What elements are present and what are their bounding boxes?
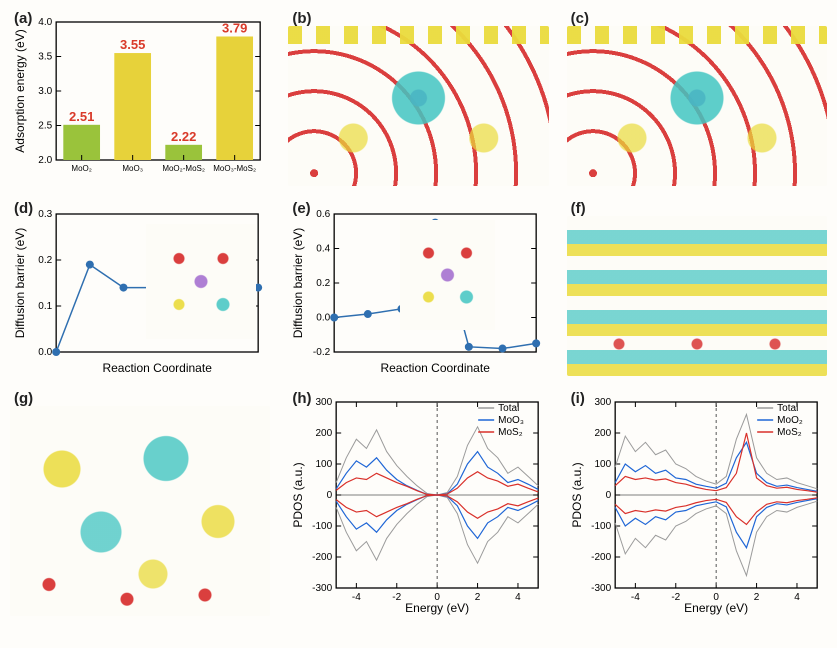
panel-b: (b) [286, 8, 550, 188]
svg-text:PDOS (a.u.): PDOS (a.u.) [570, 462, 584, 527]
panel-label-e: (e) [292, 200, 310, 217]
svg-text:Energy (eV): Energy (eV) [684, 601, 748, 615]
svg-text:Reaction Coordinate: Reaction Coordinate [102, 361, 212, 375]
panel-label-g: (g) [14, 390, 33, 407]
svg-text:-200: -200 [591, 552, 611, 563]
svg-text:0.0: 0.0 [317, 313, 331, 324]
panel-e: (e) -0.2 0.0 0.2 0.4 0.6 Reaction Coordinate D… [286, 198, 550, 378]
svg-text:200: 200 [594, 428, 611, 439]
panel-c: (c) [565, 8, 829, 188]
svg-text:100: 100 [594, 459, 611, 470]
panel-g: (g) [8, 388, 272, 618]
svg-text:0.0: 0.0 [38, 347, 52, 358]
panel-label-i: (i) [571, 390, 585, 407]
svg-text:MoS₂: MoS₂ [777, 427, 802, 438]
svg-text:2.22: 2.22 [171, 129, 196, 144]
panel-f: (f) [565, 198, 829, 378]
svg-text:3.5: 3.5 [38, 52, 52, 63]
svg-text:MoO₃: MoO₃ [498, 415, 524, 426]
svg-text:MoO₃-MoS₂: MoO₃-MoS₂ [213, 164, 256, 173]
svg-text:MoO₂: MoO₂ [777, 415, 803, 426]
panel-label-f: (f) [571, 200, 586, 217]
svg-text:-4: -4 [352, 592, 361, 603]
svg-text:3.0: 3.0 [38, 86, 52, 97]
svg-text:200: 200 [316, 428, 333, 439]
svg-text:MoO₃: MoO₃ [122, 164, 143, 173]
svg-text:2.0: 2.0 [38, 155, 52, 166]
svg-text:Adsorption energy (eV): Adsorption energy (eV) [13, 29, 27, 152]
svg-text:-300: -300 [591, 583, 611, 594]
svg-text:100: 100 [316, 459, 333, 470]
svg-text:0.6: 0.6 [317, 209, 331, 220]
svg-text:2: 2 [475, 592, 481, 603]
svg-text:0.3: 0.3 [38, 209, 52, 220]
svg-text:-100: -100 [591, 521, 611, 532]
dft-render-b [288, 26, 548, 186]
svg-text:-200: -200 [312, 552, 332, 563]
pdos-chart-h: -4-2024-300-200-1000100200300TotalMoO₃Mo… [286, 388, 550, 618]
svg-text:0.2: 0.2 [38, 255, 52, 266]
svg-text:0.2: 0.2 [317, 278, 331, 289]
panel-label-c: (c) [571, 10, 589, 27]
inset-structure-e [400, 220, 495, 330]
svg-text:Diffusion barrier (eV): Diffusion barrier (eV) [13, 228, 27, 338]
panel-d: (d) 0.0 0.1 0.2 0.3 Reaction Coordinate Diffu… [8, 198, 272, 378]
svg-text:-300: -300 [312, 583, 332, 594]
svg-text:-2: -2 [671, 592, 680, 603]
svg-text:MoS₂: MoS₂ [498, 427, 523, 438]
svg-text:PDOS (a.u.): PDOS (a.u.) [291, 462, 305, 527]
bar-chart-adsorption: 2.0 2.5 3.0 3.5 4.0 2.51 MoO₂ 3.55 MoO₃ 2.22 MoO₂-… [8, 8, 272, 188]
svg-text:Energy (eV): Energy (eV) [405, 601, 469, 615]
panel-label-d: (d) [14, 200, 33, 217]
svg-text:3.79: 3.79 [222, 20, 247, 35]
svg-text:-0.2: -0.2 [313, 347, 331, 358]
svg-text:0.1: 0.1 [38, 301, 52, 312]
svg-text:2.5: 2.5 [38, 121, 52, 132]
panel-label-b: (b) [292, 10, 311, 27]
figure-grid: (a) 2.0 2.5 3.0 3.5 4.0 2.51 MoO₂ 3.55 MoO₃ 2.22 M… [8, 8, 829, 618]
svg-text:-2: -2 [393, 592, 402, 603]
svg-text:MoO₂: MoO₂ [71, 164, 91, 173]
dft-render-c [567, 26, 827, 186]
svg-text:2: 2 [753, 592, 759, 603]
svg-text:Total: Total [777, 403, 798, 414]
svg-text:0.4: 0.4 [317, 244, 331, 255]
panel-a: (a) 2.0 2.5 3.0 3.5 4.0 2.51 MoO₂ 3.55 MoO₃ 2.22 M… [8, 8, 272, 188]
svg-text:Reaction Coordinate: Reaction Coordinate [381, 361, 491, 375]
svg-text:-4: -4 [631, 592, 640, 603]
svg-text:3.55: 3.55 [120, 37, 145, 52]
dft-render-g [10, 406, 270, 616]
svg-text:4: 4 [516, 592, 522, 603]
panel-h: (h) -4-2024-300-200-1000100200300TotalMo… [286, 388, 550, 618]
svg-text:4.0: 4.0 [38, 17, 52, 28]
svg-text:300: 300 [316, 397, 333, 408]
svg-text:300: 300 [594, 397, 611, 408]
svg-text:2.51: 2.51 [69, 109, 94, 124]
svg-text:0: 0 [327, 490, 333, 501]
panel-i: (i) -4-2024-300-200-1000100200300TotalMo… [565, 388, 829, 618]
panel-label-a: (a) [14, 10, 32, 27]
svg-text:4: 4 [794, 592, 800, 603]
svg-text:Total: Total [498, 403, 519, 414]
svg-text:MoO₂-MoS₂: MoO₂-MoS₂ [162, 164, 205, 173]
svg-text:0: 0 [605, 490, 611, 501]
inset-structure-d [146, 224, 256, 339]
svg-text:-100: -100 [312, 521, 332, 532]
pdos-chart-i: -4-2024-300-200-1000100200300TotalMoO₂Mo… [565, 388, 829, 618]
panel-label-h: (h) [292, 390, 311, 407]
svg-text:Diffusion barrier (eV): Diffusion barrier (eV) [291, 228, 305, 338]
dft-render-f [567, 216, 827, 376]
